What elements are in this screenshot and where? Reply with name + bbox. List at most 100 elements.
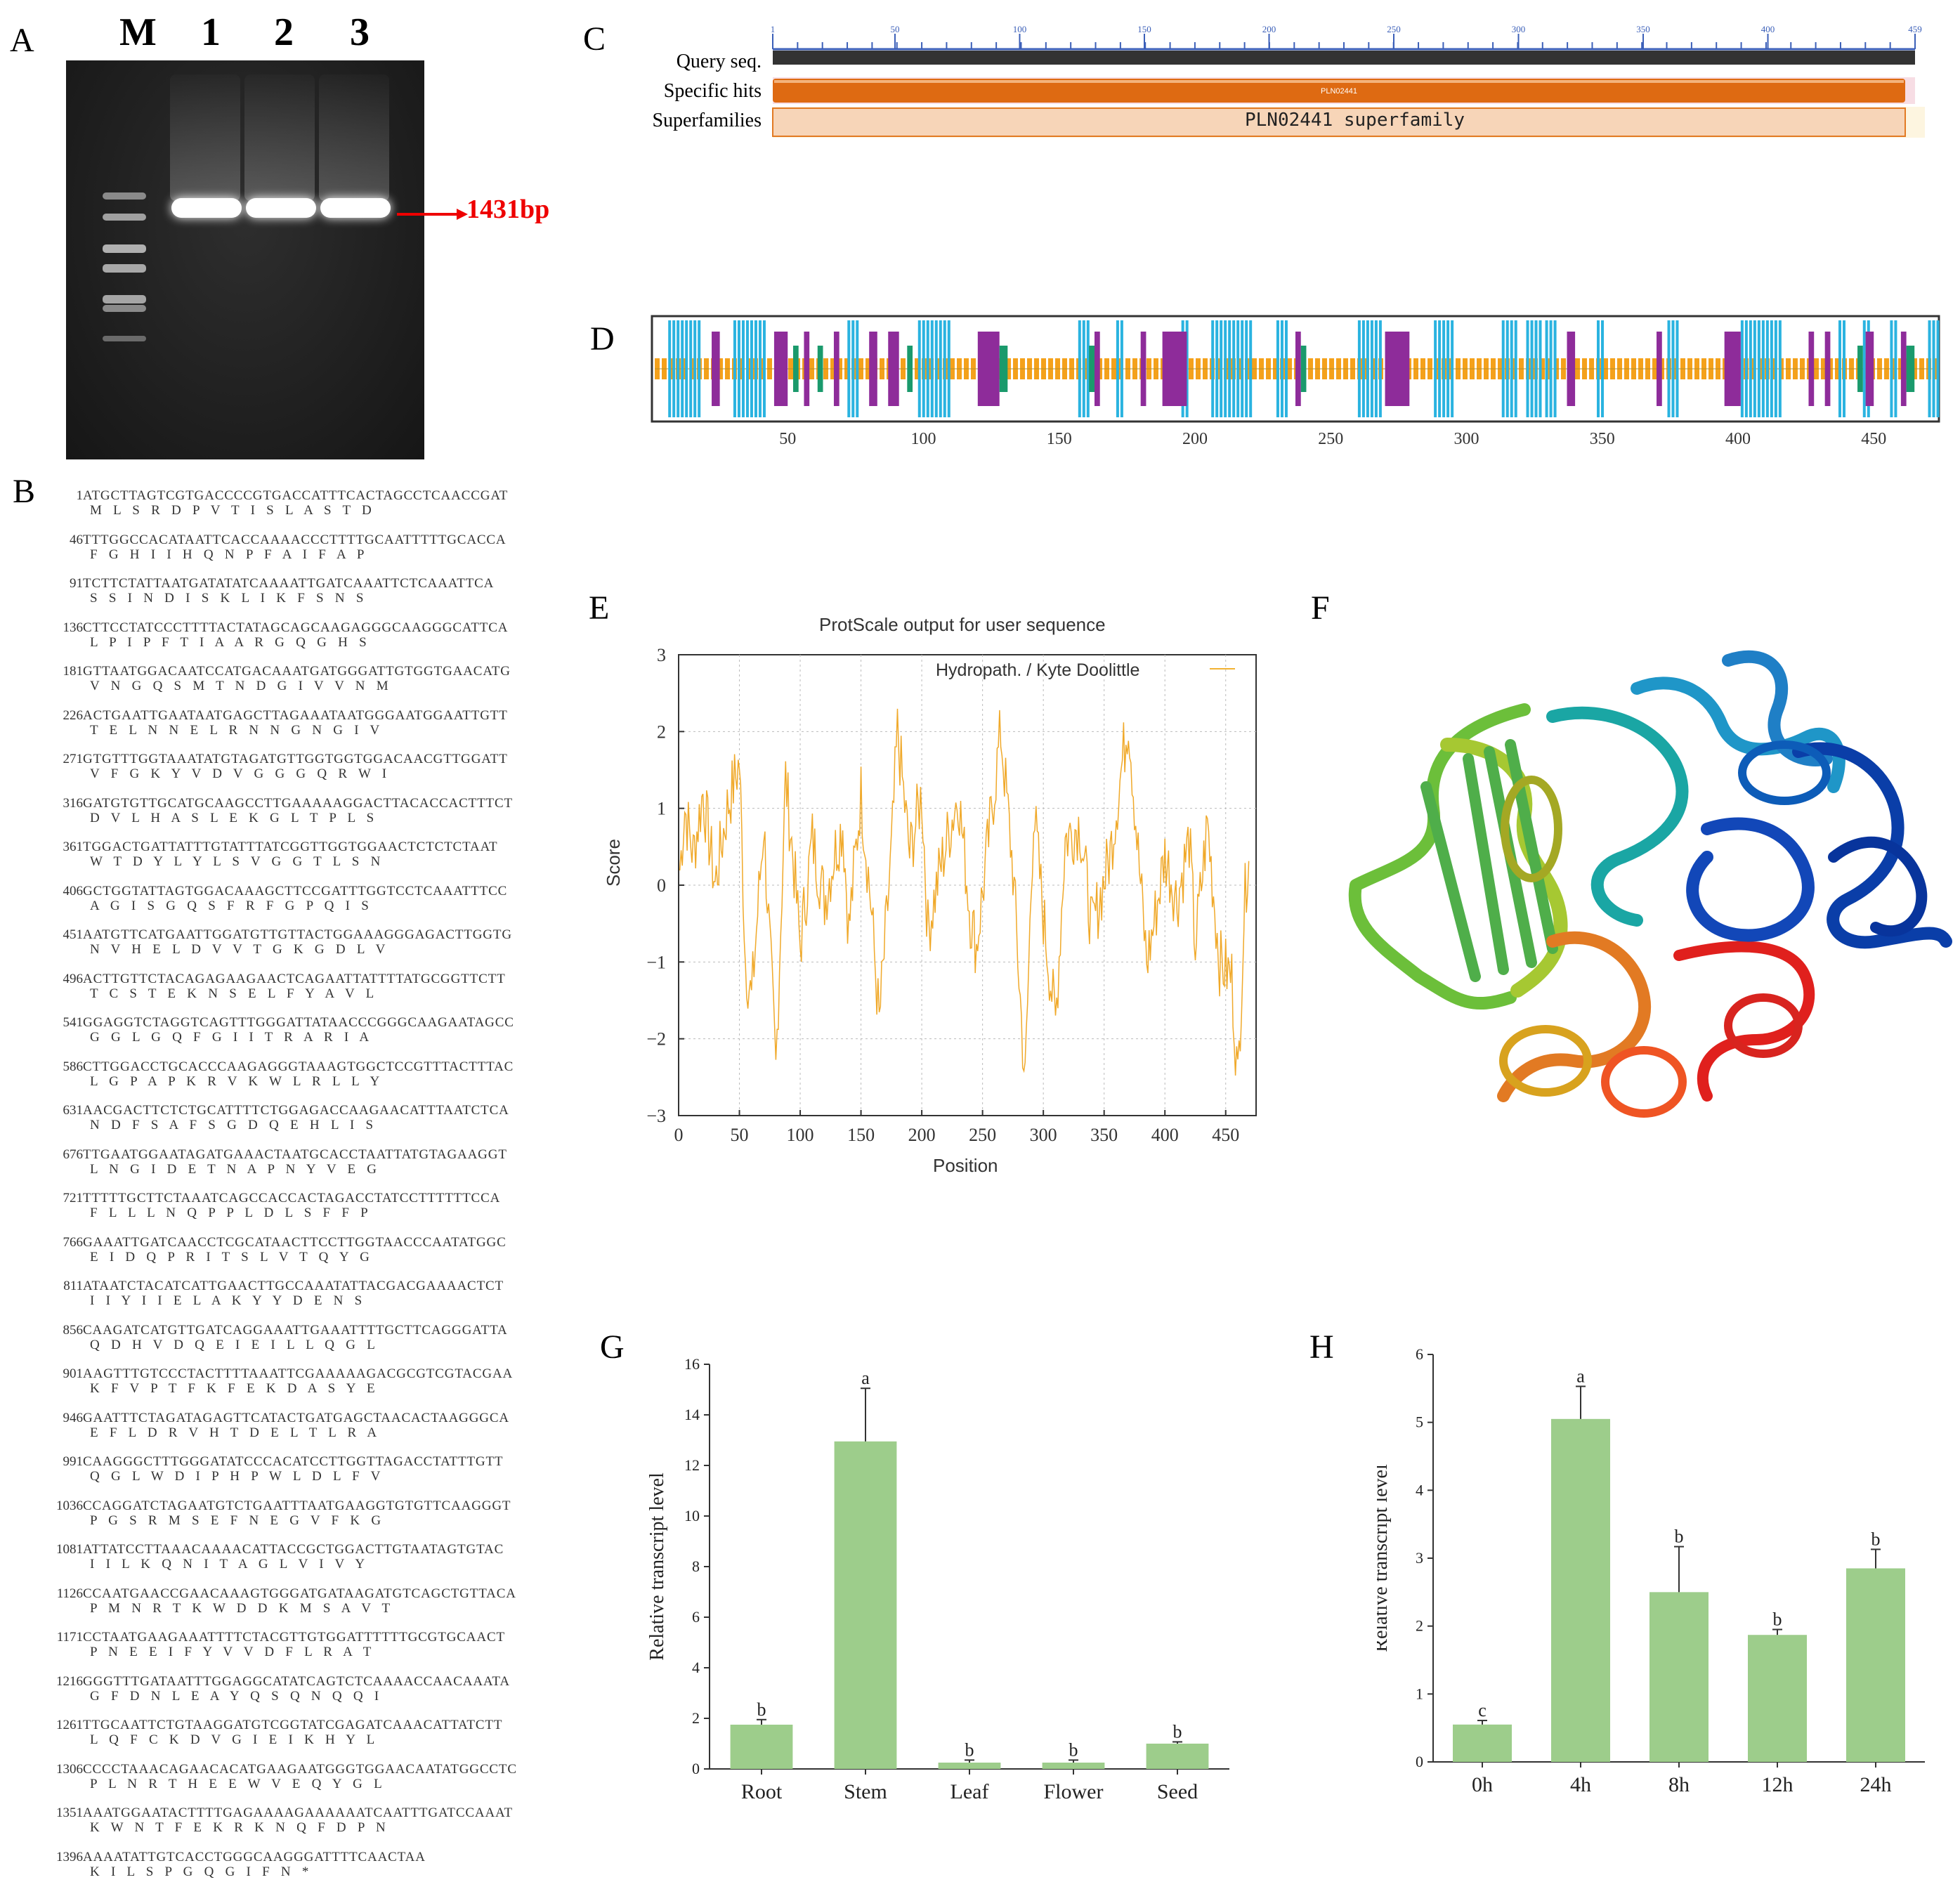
ss-helix	[1224, 320, 1227, 417]
panel-letter-b: B	[13, 473, 36, 510]
query-seq-bar	[773, 51, 1915, 65]
ss-helix	[1215, 320, 1219, 417]
ss-tick-label: 300	[1453, 430, 1479, 448]
ss-helix	[1534, 320, 1538, 417]
nucleotide-sequence: TGGACTGATTATTTGTATTTATCGGTTGGTGGAACTCTCT…	[83, 840, 498, 854]
sequence-position: 91	[70, 576, 83, 591]
protein-3d-structure	[1348, 650, 1952, 1118]
ss-helix	[934, 320, 938, 417]
ss-helix	[1357, 320, 1361, 417]
significance-letter: b	[965, 1739, 974, 1760]
ss-strand	[773, 332, 788, 406]
ladder-band	[103, 295, 146, 303]
y-tick-label: 3	[1416, 1549, 1423, 1567]
ss-helix	[1249, 320, 1253, 417]
bar	[1453, 1724, 1512, 1762]
ss-helix	[1530, 320, 1534, 417]
ss-helix	[1862, 320, 1866, 417]
bar	[938, 1763, 1001, 1769]
ladder-band	[103, 214, 146, 221]
category-label: 0h	[1472, 1773, 1493, 1796]
protscale-ylabel: Score	[603, 839, 624, 887]
sequence-row: 1396 AAAATATTGTCACCTGGGCAAGGGATTTTCAACTAA…	[13, 1850, 561, 1894]
sequence-position: 181	[63, 664, 84, 679]
sequence-row: 676 TTGAATGGAATAGATGAAACTAATGCACCTAATTATG…	[13, 1147, 561, 1191]
band-size-label: 1431bp	[466, 195, 550, 224]
ss-turn	[1857, 346, 1863, 392]
sequence-row: 1171 CCTAATGAAGAAATTTTCTACGTTGTGGATTTTTTG…	[13, 1630, 561, 1674]
ss-helix	[1770, 320, 1773, 417]
protscale-xtick-label: 450	[1212, 1125, 1239, 1145]
amino-acid-sequence: W T D Y L Y L S V G G T L S N	[90, 854, 381, 869]
sequence-position: 1	[76, 488, 84, 503]
ss-turn	[1089, 346, 1095, 392]
specific-hit-highlight	[774, 80, 1904, 83]
ss-strand	[1140, 332, 1146, 406]
category-label: Root	[741, 1780, 783, 1803]
ss-helix	[1505, 320, 1509, 417]
helix-gold	[1499, 1025, 1592, 1097]
sequence-position: 721	[63, 1191, 84, 1206]
amino-acid-sequence: K W N T F E K R K N Q F D P N	[90, 1820, 386, 1835]
panel-letter-c: C	[583, 20, 606, 58]
y-tick-label: 0	[1416, 1753, 1423, 1770]
specific-hit-bar	[773, 79, 1905, 103]
ss-strand	[712, 332, 720, 406]
ss-strand	[869, 332, 877, 406]
ss-helix	[926, 320, 929, 417]
ss-helix	[1120, 320, 1123, 417]
ss-helix	[737, 320, 740, 417]
ss-helix	[917, 320, 921, 417]
lane-1-smear	[170, 74, 240, 201]
ss-helix	[1894, 320, 1897, 417]
sequence-row: 46 TTTGGCCACATAATTCACCAAAACCCTTTTGCAATTTT…	[13, 533, 561, 577]
amino-acid-sequence: P G S R M S E F N E G V F K G	[90, 1513, 381, 1528]
nucleotide-sequence: CCAATGAACCGAACAAAGTGGGATGATAAGATGTCAGCTG…	[83, 1586, 516, 1601]
sequence-position: 541	[63, 1015, 84, 1030]
significance-letter: b	[1871, 1529, 1881, 1549]
ss-helix	[1757, 320, 1760, 417]
ruler-tick-label: 250	[1387, 24, 1401, 34]
ss-helix	[1241, 320, 1244, 417]
bar	[1846, 1568, 1905, 1762]
ss-helix	[1370, 320, 1373, 417]
ss-helix	[733, 320, 736, 417]
amino-acid-sequence: P M N R T K W D D K M S A V T	[90, 1600, 391, 1616]
lane-1-band	[171, 198, 242, 218]
nucleotide-sequence: GTTAATGGACAATCCATGACAAATGATGGGATTGTGGTGA…	[83, 664, 511, 679]
nucleotide-sequence: ATAATCTACATCATTGAACTTGCCAAATATTACGACGAAA…	[83, 1279, 504, 1293]
significance-letter: a	[1576, 1366, 1585, 1386]
lane-2-smear	[244, 74, 315, 201]
ss-tick-label: 350	[1590, 430, 1615, 448]
bar	[1748, 1635, 1807, 1762]
ss-strand	[1657, 332, 1662, 406]
helix-red	[1724, 993, 1803, 1058]
sequence-row: 1306 CCCCTAAACAGAACACATGAAGAATGGGTGGAACAA…	[13, 1762, 561, 1806]
panel-letter-a: A	[10, 22, 34, 59]
lane-label-1: 1	[201, 11, 221, 54]
ribbon-darkblue	[1686, 817, 1815, 942]
sequence-row: 721 TTTTTGCTTCTAAATCAGCCACCACTAGACCTATCCT…	[13, 1191, 561, 1235]
helix-blue	[1738, 740, 1831, 805]
ss-tick-label: 50	[779, 430, 796, 448]
ss-helix	[851, 320, 855, 417]
amino-acid-sequence: N D F S A F S G D Q E H L I S	[90, 1118, 374, 1132]
ruler-tick-label: 100	[1013, 24, 1027, 34]
amino-acid-sequence: L G P A P K R V K W L R L L Y	[90, 1073, 380, 1089]
ss-helix	[1116, 320, 1119, 417]
y-tick-label: 12	[684, 1456, 700, 1474]
ruler-tick-label: 350	[1636, 24, 1650, 34]
ss-coil-segment	[1933, 358, 1938, 379]
sequence-row: 586 CTTGGACCTGCACCCAAGAGGGTAAAGTGGCTCCGTT…	[13, 1059, 561, 1104]
ss-helix	[1086, 320, 1090, 417]
y-tick-label: 0	[692, 1760, 700, 1777]
y-tick-label: 2	[1416, 1617, 1423, 1635]
protscale-xtick-label: 350	[1090, 1125, 1118, 1145]
ladder-band	[103, 264, 146, 273]
ladder-band	[103, 192, 146, 200]
ss-helix	[1553, 320, 1557, 417]
ribbon-blue	[1792, 742, 1952, 949]
ss-strand	[1094, 332, 1100, 406]
lane-label-3: 3	[350, 11, 370, 54]
ss-helix	[1434, 320, 1437, 417]
